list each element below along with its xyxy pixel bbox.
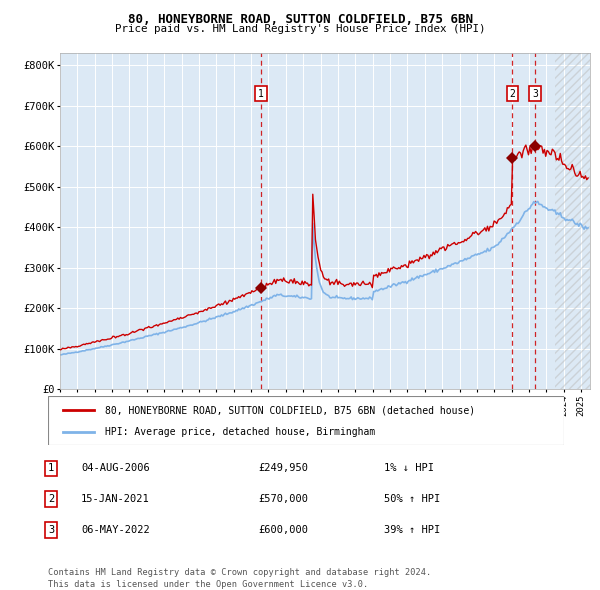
Text: 1% ↓ HPI: 1% ↓ HPI [384, 464, 434, 473]
Text: 80, HONEYBORNE ROAD, SUTTON COLDFIELD, B75 6BN: 80, HONEYBORNE ROAD, SUTTON COLDFIELD, B… [128, 13, 473, 26]
Text: This data is licensed under the Open Government Licence v3.0.: This data is licensed under the Open Gov… [48, 579, 368, 589]
FancyBboxPatch shape [48, 396, 564, 445]
Text: 2: 2 [48, 494, 54, 504]
Text: 1: 1 [258, 88, 264, 99]
Text: 04-AUG-2006: 04-AUG-2006 [81, 464, 150, 473]
Text: 3: 3 [48, 525, 54, 535]
Text: 2: 2 [509, 88, 515, 99]
Text: HPI: Average price, detached house, Birmingham: HPI: Average price, detached house, Birm… [105, 427, 375, 437]
Text: 15-JAN-2021: 15-JAN-2021 [81, 494, 150, 504]
Text: 06-MAY-2022: 06-MAY-2022 [81, 525, 150, 535]
Text: £600,000: £600,000 [258, 525, 308, 535]
Bar [555, 53, 590, 389]
Text: 50% ↑ HPI: 50% ↑ HPI [384, 494, 440, 504]
Text: 39% ↑ HPI: 39% ↑ HPI [384, 525, 440, 535]
Text: 1: 1 [48, 464, 54, 473]
Text: Contains HM Land Registry data © Crown copyright and database right 2024.: Contains HM Land Registry data © Crown c… [48, 568, 431, 577]
Text: 3: 3 [532, 88, 538, 99]
Text: 80, HONEYBORNE ROAD, SUTTON COLDFIELD, B75 6BN (detached house): 80, HONEYBORNE ROAD, SUTTON COLDFIELD, B… [105, 405, 475, 415]
Text: Price paid vs. HM Land Registry's House Price Index (HPI): Price paid vs. HM Land Registry's House … [115, 24, 485, 34]
Text: £249,950: £249,950 [258, 464, 308, 473]
Text: £570,000: £570,000 [258, 494, 308, 504]
